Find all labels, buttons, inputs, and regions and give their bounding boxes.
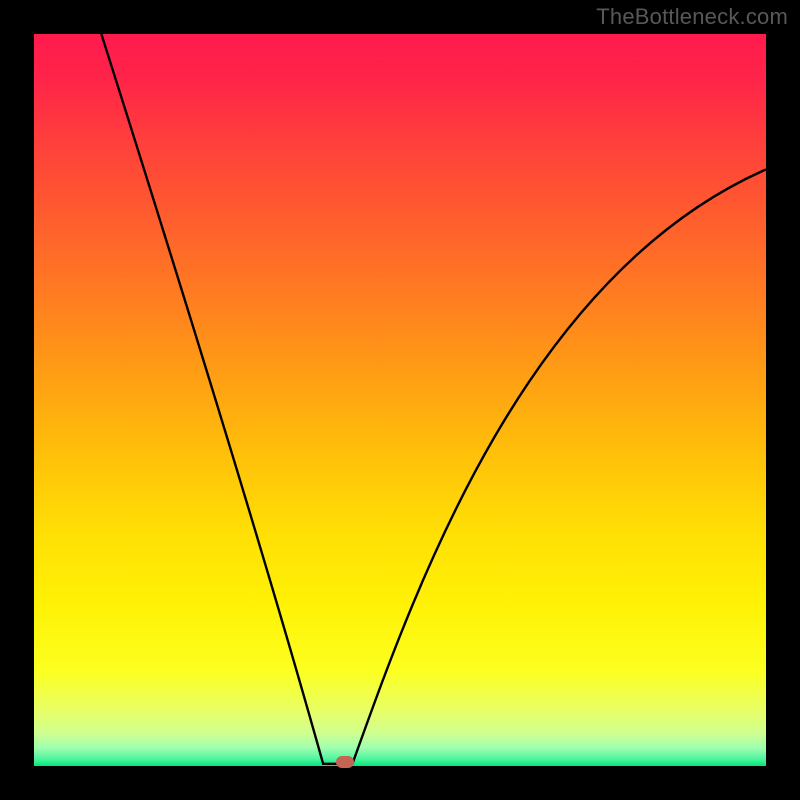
plot-area	[34, 34, 766, 766]
optimum-marker	[336, 756, 354, 768]
chart-container: { "watermark": { "text": "TheBottleneck.…	[0, 0, 800, 800]
gradient-background	[34, 34, 766, 766]
watermark-text: TheBottleneck.com	[596, 4, 788, 30]
chart-svg	[34, 34, 766, 766]
